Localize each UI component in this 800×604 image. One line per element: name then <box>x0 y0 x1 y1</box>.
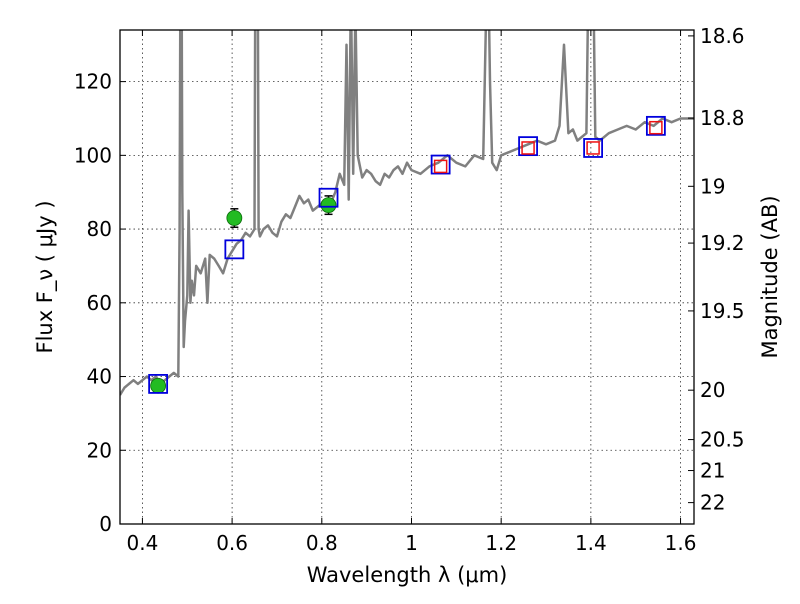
right-tick-label: 21 <box>700 459 725 483</box>
right-tick-label: 22 <box>700 491 725 515</box>
x-tick-label: 0.4 <box>127 531 159 555</box>
y-tick-label: 0 <box>99 512 112 536</box>
photometry-square-marker <box>521 141 535 155</box>
right-tick-label: 19 <box>700 174 725 198</box>
right-axis-label: Magnitude (AB) <box>758 195 782 358</box>
x-tick-label: 1.2 <box>485 531 517 555</box>
model-square-marker <box>148 374 169 394</box>
right-tick-label: 20 <box>700 378 725 402</box>
plot-area <box>120 30 694 396</box>
photometry-square-marker <box>586 141 600 155</box>
y-tick-label: 120 <box>74 70 112 94</box>
model-square-marker <box>645 115 666 136</box>
right-tick-label: 18.8 <box>700 106 745 130</box>
y-tick-label: 100 <box>74 143 112 167</box>
plot-frame <box>119 29 695 525</box>
photometry-square-marker <box>433 159 448 174</box>
y-tick-label: 20 <box>87 438 112 462</box>
right-tick-label: 18.6 <box>700 24 745 48</box>
x-tick-label: 1.6 <box>665 531 697 555</box>
x-tick-label: 1.4 <box>575 531 607 555</box>
grid <box>120 30 694 525</box>
x-tick-label: 0.6 <box>216 531 248 555</box>
axis-ticks: 0.4 0.6 0.8 1 1.2 1.4 1.6 0 20 40 60 80 100 120 18.6 18… <box>74 24 745 555</box>
y-tick-label: 80 <box>87 217 112 241</box>
model-square-marker <box>583 138 604 158</box>
right-tick-label: 19.5 <box>700 299 745 323</box>
spectrum-line <box>120 30 694 396</box>
observed-point <box>226 210 243 226</box>
x-axis-label: Wavelength λ (μm) <box>307 563 508 587</box>
x-tick-label: 0.8 <box>306 531 338 555</box>
observed-point <box>150 377 167 394</box>
y-axis-label: Flux F_ν ( μJy ) <box>33 200 58 353</box>
y-tick-label: 60 <box>87 291 112 315</box>
right-tick-label: 19.2 <box>700 231 745 255</box>
model-square-marker <box>224 239 245 260</box>
y-tick-label: 40 <box>87 365 112 389</box>
observed-point <box>320 197 337 214</box>
model-square-marker <box>518 136 538 157</box>
model-square-marker <box>430 154 451 175</box>
right-tick-label: 20.5 <box>700 428 745 452</box>
photometry-square-marker <box>649 120 663 135</box>
model-square-marker <box>318 187 339 208</box>
x-tick-label: 1 <box>405 531 418 555</box>
